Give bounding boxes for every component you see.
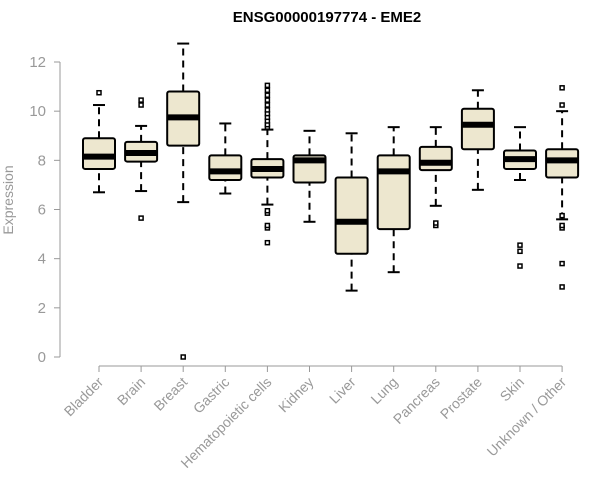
box-iqr <box>376 154 411 231</box>
y-tick-label: 8 <box>38 152 46 169</box>
box-iqr <box>545 148 580 179</box>
outlier-point <box>264 207 271 214</box>
box-skin <box>503 126 537 269</box>
outlier-point <box>138 215 144 221</box>
category-label: Lung <box>367 374 400 407</box>
outlier-point <box>517 248 523 255</box>
y-axis-label: Expression <box>0 165 16 234</box>
outlier-point <box>96 89 102 96</box>
category-label: Brain <box>114 374 148 408</box>
outlier-point <box>264 92 271 98</box>
box-unknown-other <box>545 85 580 290</box>
box-iqr <box>460 107 495 151</box>
category-label: Kidney <box>275 374 317 416</box>
category-label: Breast <box>150 374 190 414</box>
boxes-group <box>82 42 580 360</box>
box-breast <box>166 42 201 360</box>
box-brain <box>124 97 159 221</box>
box-hematopoietic-cells <box>250 82 285 246</box>
box-lung <box>376 126 411 274</box>
box-iqr <box>418 145 453 172</box>
category-label: Pancreas <box>390 374 443 427</box>
y-tick-label: 12 <box>29 54 46 71</box>
box-iqr <box>208 154 243 182</box>
outlier-point <box>433 220 439 226</box>
outlier-point <box>559 212 565 219</box>
x-axis <box>98 365 563 372</box>
category-label: Unknown / Other <box>484 374 570 460</box>
category-label: Liver <box>326 374 359 407</box>
y-tick-label: 10 <box>29 103 46 120</box>
category-label: Prostate <box>437 374 485 422</box>
chart-title: ENSG00000197774 - EME2 <box>233 9 421 26</box>
outlier-point <box>559 284 565 290</box>
outlier-point <box>264 102 271 108</box>
outlier-point <box>264 107 271 113</box>
y-tick-label: 4 <box>38 251 46 268</box>
outlier-point <box>517 242 523 248</box>
outlier-point <box>559 102 565 108</box>
category-label: Skin <box>497 374 528 405</box>
outlier-point <box>264 97 271 103</box>
outlier-point <box>264 82 271 89</box>
y-tick-label: 6 <box>38 202 46 219</box>
outlier-point <box>264 222 271 229</box>
outlier-point <box>138 97 144 103</box>
outlier-point <box>180 354 186 360</box>
y-tick-label: 0 <box>38 349 46 366</box>
y-axis: 0 2 4 6 8 10 12 <box>29 54 61 366</box>
outlier-point <box>559 260 565 267</box>
box-bladder <box>82 89 116 194</box>
category-label: Bladder <box>61 374 107 420</box>
outlier-point <box>264 239 271 246</box>
outlier-point <box>559 85 565 91</box>
box-liver <box>334 132 369 292</box>
box-kidney <box>292 129 327 223</box>
outlier-point <box>517 263 523 269</box>
outlier-point <box>138 102 144 108</box>
y-tick-label: 2 <box>38 300 46 317</box>
outlier-point <box>264 87 271 94</box>
box-gastric <box>208 122 243 195</box>
box-iqr <box>334 176 369 255</box>
outlier-point <box>559 222 565 229</box>
box-iqr <box>82 137 116 170</box>
box-pancreas <box>418 126 453 229</box>
box-prostate <box>460 89 495 191</box>
